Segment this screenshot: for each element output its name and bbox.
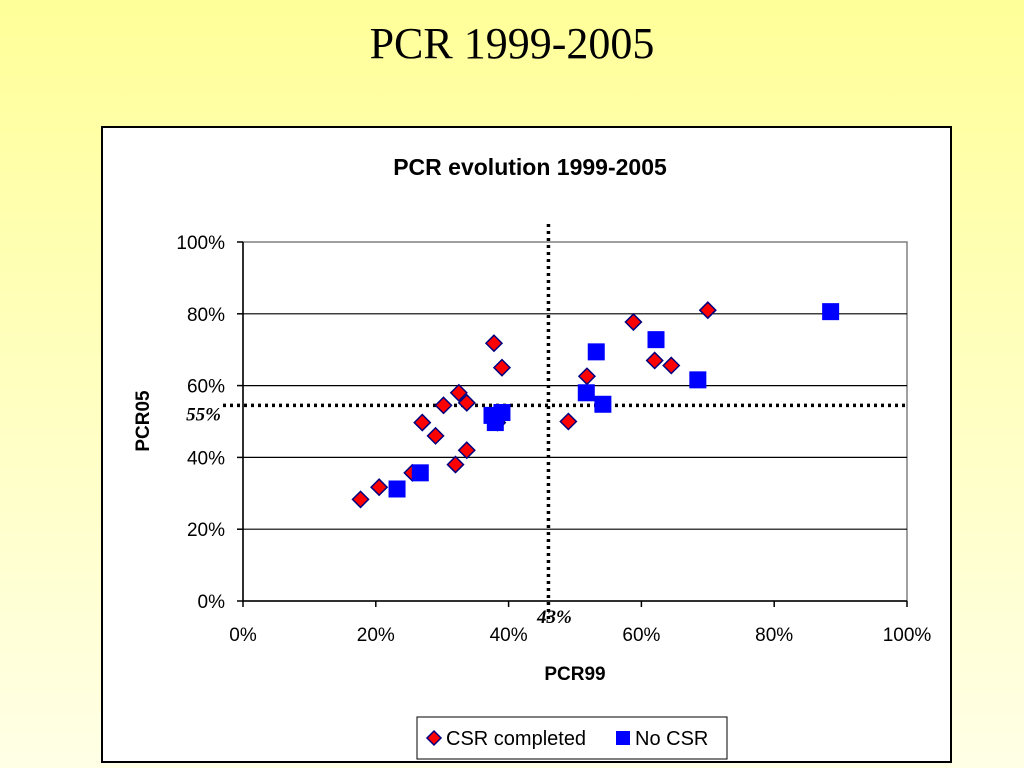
legend: CSR completed No CSR — [416, 716, 728, 760]
point-csr-completed — [457, 393, 476, 412]
y-tick-label: 80% — [187, 305, 225, 326]
x-tick-label: 0% — [229, 625, 257, 646]
point-csr-completed — [370, 478, 389, 497]
legend-square-marker — [616, 731, 630, 745]
point-csr-completed — [698, 301, 717, 320]
x-tick-label: 40% — [490, 625, 528, 646]
point-no-csr — [388, 480, 406, 498]
point-no-csr — [822, 303, 840, 321]
legend-item-no-csr: No CSR — [616, 728, 708, 750]
reference-label-y: 55% — [186, 404, 221, 425]
point-csr-completed — [645, 351, 664, 370]
x-tick-label: 20% — [357, 625, 395, 646]
y-tick-label: 20% — [187, 520, 225, 541]
point-csr-completed — [484, 334, 504, 353]
chart-title: PCR evolution 1999-2005 — [393, 154, 667, 180]
point-no-csr — [493, 404, 511, 422]
point-no-csr — [411, 464, 429, 482]
x-tick-label: 60% — [622, 625, 660, 646]
x-tick-label: 100% — [883, 625, 932, 646]
point-csr-completed — [662, 356, 681, 375]
chart-frame: PCR evolution 1999-2005 0% 20% 40% 60% 80% 10… — [101, 126, 952, 763]
point-csr-completed — [434, 396, 453, 415]
point-csr-completed — [449, 383, 468, 402]
point-no-csr — [594, 395, 612, 413]
point-no-csr — [587, 343, 605, 361]
point-csr-completed — [577, 367, 597, 386]
legend-box — [416, 716, 728, 760]
x-axis-title: PCR99 — [544, 664, 605, 685]
point-csr-completed — [624, 312, 643, 332]
y-tick-label: 100% — [176, 233, 225, 254]
legend-label-no-csr: No CSR — [635, 728, 708, 750]
scatter-chart: PCR evolution 1999-2005 0% 20% 40% 60% 80% 10… — [133, 154, 931, 760]
point-csr-completed — [492, 358, 512, 377]
legend-diamond-marker — [425, 729, 443, 747]
slide-title: PCR 1999-2005 — [369, 19, 655, 68]
point-csr-completed — [559, 412, 578, 431]
point-csr-completed — [351, 490, 370, 509]
legend-label-csr-completed: CSR completed — [446, 728, 586, 750]
point-csr-completed — [426, 426, 445, 445]
legend-item-csr-completed: CSR completed — [425, 728, 586, 750]
gridlines — [243, 313, 907, 530]
y-axis-title: PCR05 — [133, 390, 154, 452]
point-csr-completed — [457, 441, 476, 460]
y-tick-label: 40% — [187, 448, 225, 469]
point-no-csr — [647, 331, 665, 349]
reference-lines: 43% 55% — [186, 224, 907, 628]
point-csr-completed — [413, 413, 432, 432]
y-tick-label: 0% — [198, 592, 226, 613]
reference-label-x: 43% — [536, 607, 572, 628]
data-points — [351, 301, 840, 509]
x-tick-label: 80% — [755, 625, 793, 646]
axes: 0% 20% 40% 60% 80% 100% 0% 20% 40% 60% 80% 100% — [176, 233, 931, 646]
point-csr-completed — [446, 455, 465, 474]
point-no-csr — [689, 371, 707, 389]
point-no-csr — [577, 384, 595, 402]
y-tick-label: 60% — [187, 377, 225, 398]
